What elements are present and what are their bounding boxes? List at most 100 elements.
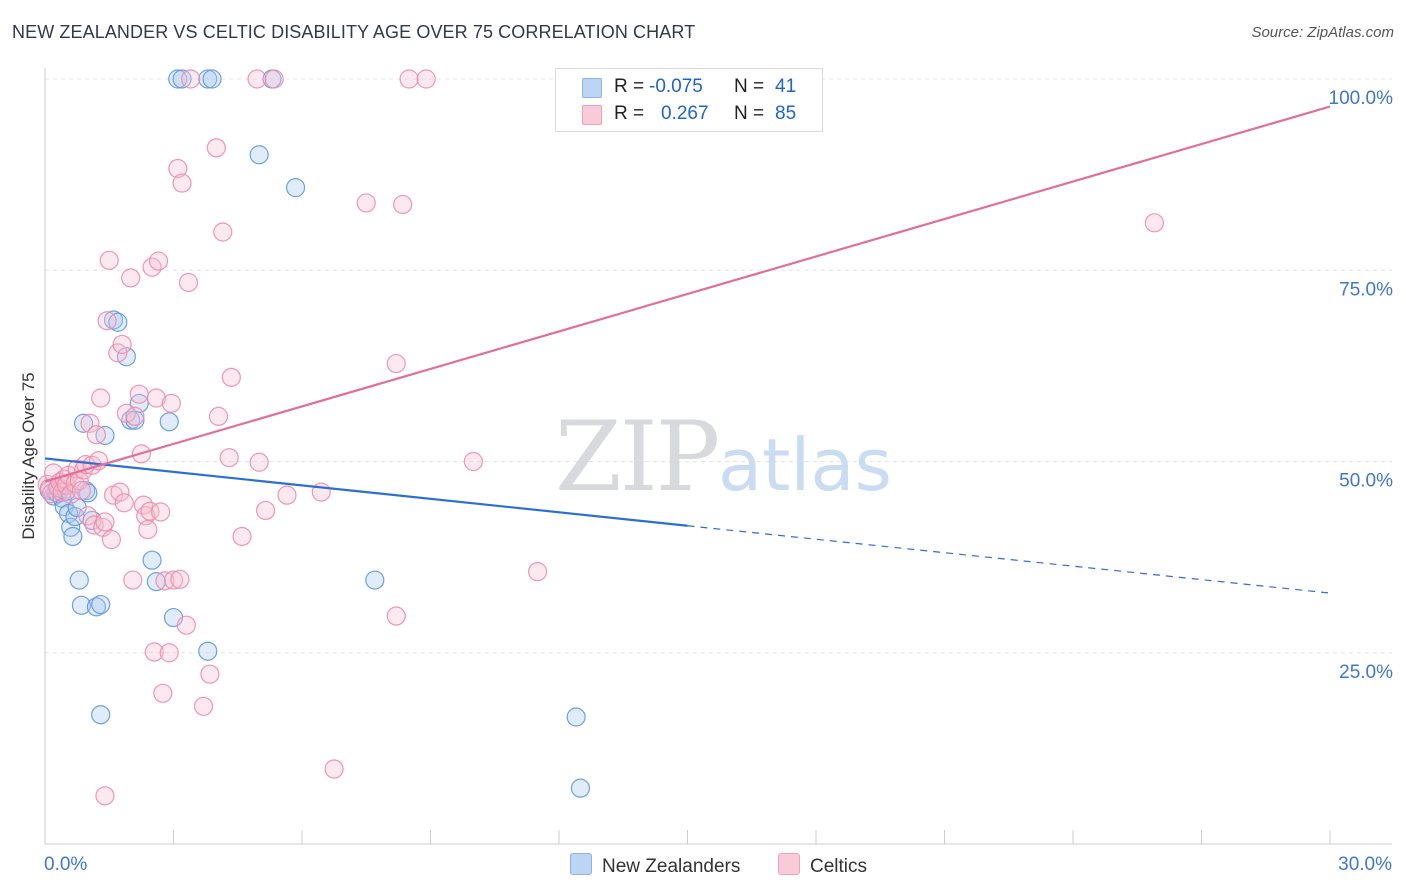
legend-r-value-celtic: 0.267	[661, 103, 709, 124]
nz-point	[202, 69, 222, 89]
nz-point	[198, 641, 218, 661]
celtic-point	[161, 393, 181, 413]
legend-swatch-celtic-bottom	[778, 853, 800, 875]
celtic-point	[138, 519, 158, 540]
celtic-point	[95, 512, 115, 532]
celtic-point	[386, 353, 406, 374]
legend-r-label: R =	[614, 103, 645, 124]
celtic-point	[399, 69, 419, 89]
celtic-point	[91, 388, 111, 408]
celtic-point	[129, 384, 149, 404]
y-axis-label: Disability Age Over 75	[19, 372, 38, 539]
celtic-point	[208, 406, 229, 426]
celtic-point	[110, 482, 130, 502]
celtic-point	[178, 272, 199, 293]
celtic-point	[221, 367, 241, 387]
celtic-point	[463, 451, 483, 472]
legend-label-nz: New Zealanders	[602, 856, 741, 877]
celtic-point	[99, 250, 119, 270]
celtic-point	[86, 425, 107, 445]
celtic-point	[324, 759, 344, 779]
x-tick-label: 0.0%	[44, 854, 87, 875]
celtic-point	[416, 69, 436, 89]
y-tick-label: 50.0%	[1339, 471, 1393, 492]
celtic-point	[176, 615, 196, 635]
legend-item-celtics[interactable]: Celtics	[778, 853, 867, 878]
nz-point	[365, 570, 385, 590]
celtic-point	[232, 526, 252, 547]
celtic-point	[80, 413, 100, 433]
legend-r-label: R =	[614, 76, 645, 97]
celtic-point	[386, 606, 406, 626]
legend-item-new-zealanders[interactable]: New Zealanders	[570, 853, 740, 878]
legend-swatch-celtic	[582, 105, 602, 125]
nz-point	[63, 526, 83, 547]
celtic-point	[172, 173, 192, 193]
celtic-point	[277, 485, 297, 505]
nz-point	[91, 594, 111, 615]
celtic-point	[356, 193, 376, 213]
legend-n-label: N =	[734, 76, 765, 97]
nz-point	[91, 705, 111, 725]
legend-label-celtic: Celtics	[810, 856, 868, 877]
chart-title: NEW ZEALANDER VS CELTIC DISABILITY AGE O…	[12, 22, 696, 42]
celtic-point	[159, 643, 179, 663]
legend-n-value-celtic: 85	[775, 103, 797, 124]
watermark-atlas: atlas	[718, 423, 892, 507]
legend-r-value-nz: -0.075	[649, 76, 703, 97]
legend-row-celtic: R = 0.267 N = 85	[556, 100, 822, 128]
nz-point	[198, 69, 218, 89]
legend-row-nz: R = -0.075 N = 41	[556, 73, 822, 101]
nz-point	[69, 570, 89, 590]
celtic-point	[140, 501, 160, 521]
celtic-point	[181, 69, 201, 89]
nz-point	[71, 595, 92, 615]
celtic-point	[101, 529, 121, 550]
nz-point	[73, 413, 94, 433]
celtic-point	[153, 683, 173, 703]
nz-point	[249, 145, 269, 165]
celtic-point	[219, 448, 239, 468]
celtic-point	[168, 158, 188, 179]
legend-n-value-nz: 41	[775, 76, 797, 97]
watermark-zip: ZIP	[555, 401, 718, 513]
celtic-point	[112, 334, 132, 355]
celtic-point	[146, 388, 166, 408]
celtic-point	[123, 570, 143, 590]
celtic-point	[393, 194, 413, 215]
celtic-point	[121, 268, 141, 288]
nz-point	[285, 178, 306, 198]
y-tick-label: 75.0%	[1339, 279, 1393, 300]
x-tick-label: 30.0%	[1338, 854, 1392, 875]
y-tick-label: 100.0%	[1329, 88, 1394, 109]
celtic-point	[144, 642, 164, 662]
celtic-point	[97, 311, 117, 331]
nz-point	[159, 412, 179, 432]
celtic-point	[125, 406, 145, 426]
nz-trend-line	[44, 457, 688, 527]
legend-n-label: N =	[734, 103, 765, 124]
celtic-point	[151, 502, 171, 522]
legend-swatch-nz-bottom	[570, 853, 592, 875]
celtic-point	[249, 452, 269, 472]
celtic-point	[71, 480, 92, 501]
nz-trend-extension	[687, 525, 1331, 594]
celtic-point	[206, 138, 226, 158]
y-tick-label: 25.0%	[1339, 662, 1393, 683]
celtic-point	[1144, 213, 1164, 233]
celtic-point	[527, 562, 548, 582]
celtic-point	[200, 664, 220, 684]
celtic-point	[114, 493, 134, 513]
nz-point	[566, 707, 586, 727]
nz-point	[570, 778, 591, 798]
celtic-point	[148, 251, 169, 271]
stats-legend: R = -0.075 N = 41 R = 0.267 N = 85	[555, 68, 823, 132]
celtic-point	[95, 786, 115, 806]
nz-point	[142, 550, 162, 570]
celtic-point	[247, 69, 267, 89]
celtic-point	[61, 484, 81, 504]
legend-swatch-nz	[582, 78, 602, 98]
celtic-point	[170, 569, 190, 589]
celtic-point	[213, 222, 233, 242]
